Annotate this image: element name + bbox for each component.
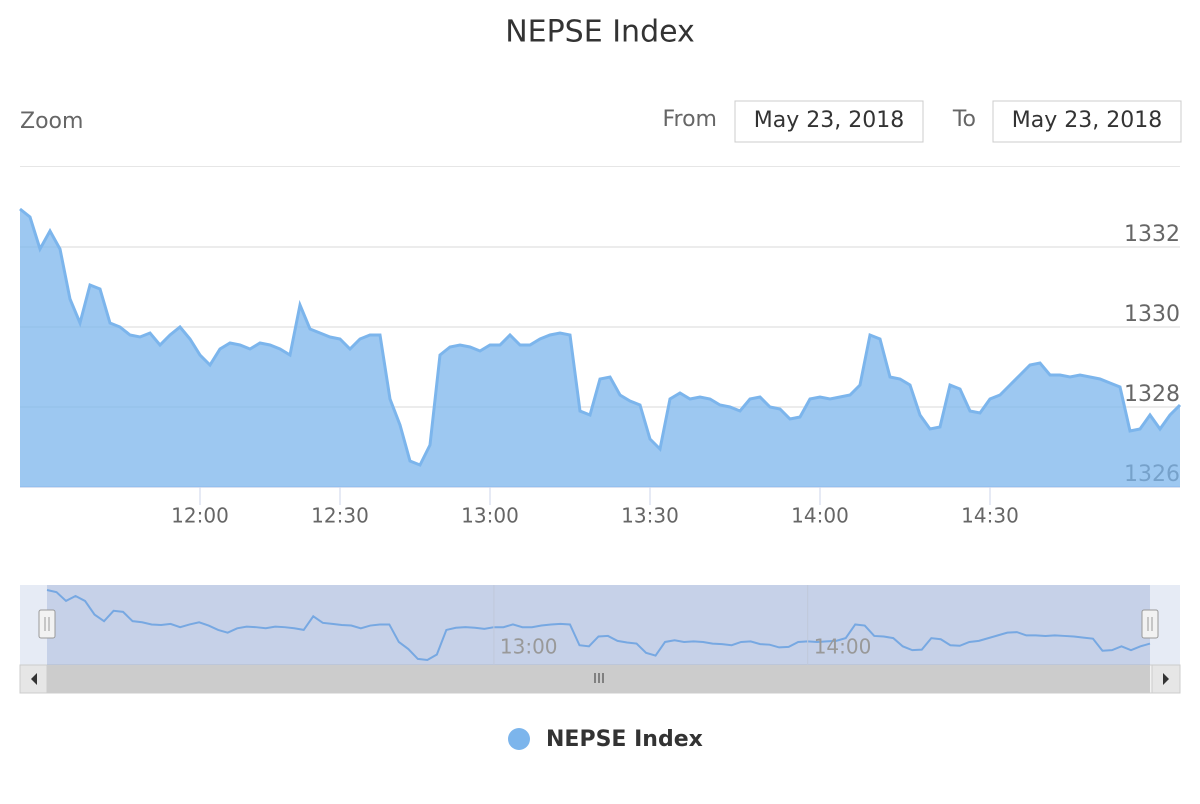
x-tick-label: 13:30 [621,504,679,528]
area-fill [20,209,1180,487]
x-tick-label: 12:30 [311,504,369,528]
legend-item[interactable]: NEPSE Index [546,727,703,752]
x-tick-label: 13:00 [461,504,519,528]
handle-grip [1147,617,1153,631]
y-tick-label: 1330 [1124,302,1180,327]
to-label: To [952,107,976,132]
to-input[interactable] [992,100,1182,143]
zoom-label: Zoom [20,109,83,134]
navigator-label: 14:00 [814,635,872,659]
x-tick-label: 14:30 [961,504,1019,528]
from-label: From [662,107,717,132]
x-tick-label: 14:00 [791,504,849,528]
from-input[interactable] [734,100,924,143]
legend-symbol [508,728,530,750]
scrollbar-grip [594,673,604,683]
handle-grip [44,617,50,631]
navigator-background [20,585,1180,665]
arrow-left [31,673,37,685]
navigator-label: 13:00 [500,635,558,659]
y-tick-label: 1332 [1124,222,1180,247]
navigator-mask [47,585,1150,665]
series-line [19,207,1182,467]
navigator-handle[interactable] [38,609,56,639]
navigator-handle[interactable] [1141,609,1159,639]
chart-title: NEPSE Index [505,15,695,50]
navigator-line [46,589,1151,662]
y-tick-label: 1328 [1124,382,1180,407]
x-tick-label: 12:00 [171,504,229,528]
arrow-right [1163,673,1169,685]
from-date[interactable]: May 23, 2018 [754,108,904,133]
to-date[interactable]: May 23, 2018 [1012,108,1162,133]
